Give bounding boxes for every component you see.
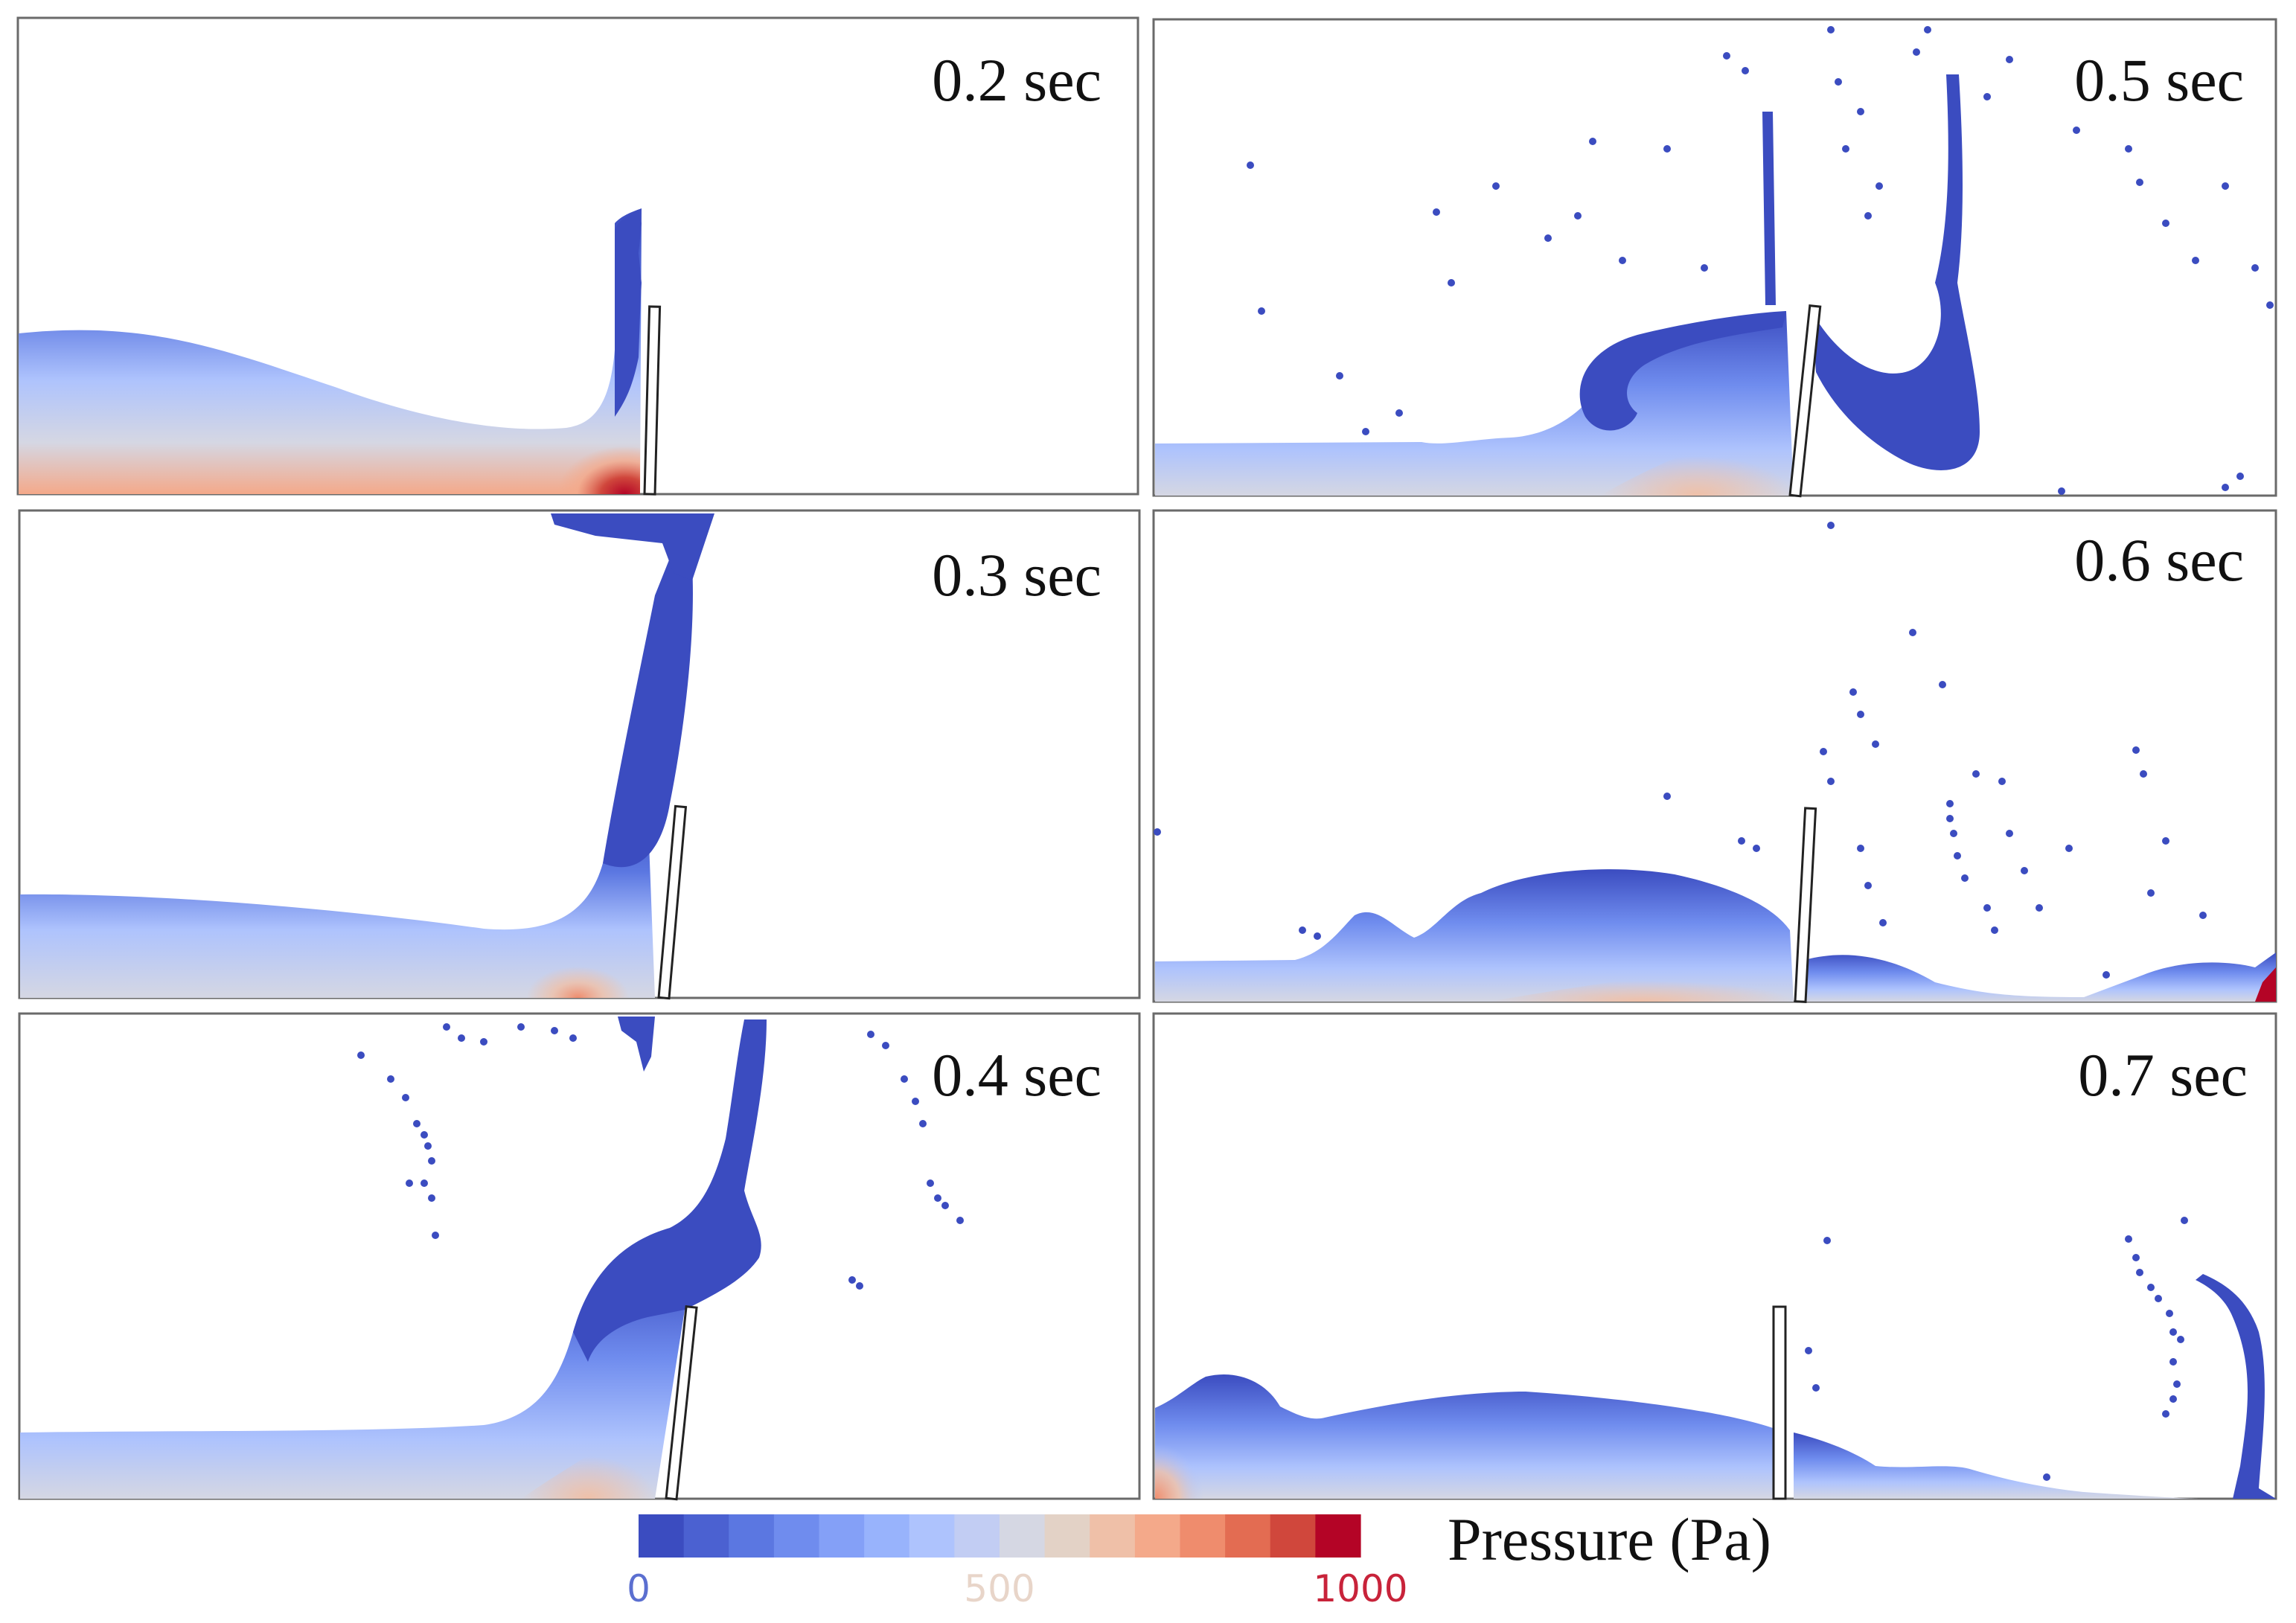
colorbar-swatch [1180,1514,1226,1558]
fluid-region [1155,311,1794,496]
elastic-plate [657,804,688,1000]
pressure-gradient-base [1488,960,1794,1002]
spray-droplets [357,1023,964,1290]
spray-droplets [1805,1217,2188,1481]
pressure-gradient-base [1600,417,1794,496]
jet-root-spray [618,1017,655,1072]
panel-0.2-sec: 0.2 sec [16,16,1139,496]
impact-hotspot [2255,967,2276,1002]
spray-droplets [1247,26,2274,495]
overflow-plume [1812,74,1980,470]
time-label: 0.3 sec [932,541,1101,609]
colorbar-swatch [1044,1514,1090,1558]
colorbar-swatch [1000,1514,1046,1558]
right-wall-runup [2196,1274,2276,1499]
overturning-jet [573,1019,767,1362]
fluid-region [20,1264,685,1499]
colorbar-swatch [729,1514,775,1558]
colorbar-swatch [819,1514,865,1558]
jet-tip-spray [551,513,714,580]
elastic-plate [1794,807,1817,1003]
colorbar-swatch [954,1514,1000,1558]
colorbar-swatch [773,1514,820,1558]
pressure-colorbar: 0 500 1000 Pressure (Pa) [627,1505,1771,1610]
downstream-fluid [1801,953,2276,1002]
colorbar-mid-label: 500 [964,1567,1035,1610]
fluid-region [20,804,655,998]
fluid-region [1155,1374,1775,1499]
colorbar-swatch [1225,1514,1271,1558]
time-label: 0.7 sec [2078,1041,2248,1109]
elastic-plate [1788,304,1822,498]
colorbar-swatch [1134,1514,1181,1558]
pressure-hotspot [484,893,655,998]
vertical-jet-streak [1762,112,1776,305]
elastic-plate [1772,1305,1787,1500]
left-wall-hotspot [1155,1406,1235,1499]
colorbar-swatch [1315,1514,1361,1558]
colorbar-title: Pressure (Pa) [1448,1505,1771,1573]
rising-jet [603,558,693,868]
colorbar-swatch [909,1514,955,1558]
time-label: 0.5 sec [2074,46,2244,114]
time-label: 0.2 sec [932,46,1101,114]
colorbar-swatch [1270,1514,1316,1558]
panel-0.6-sec: 0.6 sec [1152,509,2277,1003]
colorbar-max-label: 1000 [1313,1567,1407,1610]
colorbar-swatch [864,1514,910,1558]
curling-wave-tip [1579,311,1786,431]
colorbar-min-label: 0 [627,1567,650,1610]
fluid-region [1155,869,1794,1002]
time-label: 0.4 sec [932,1041,1101,1109]
colorbar-swatch [683,1514,729,1558]
colorbar-swatch [1090,1514,1136,1558]
pressure-gradient-base [521,1414,655,1499]
colorbar-swatches [639,1514,1361,1558]
spray-droplets [1154,522,2207,979]
colorbar-swatch [639,1514,685,1558]
panel-0.5-sec: 0.5 sec [1152,18,2277,498]
splash-jet [615,210,642,417]
time-label: 0.6 sec [2074,526,2244,594]
fluid-region [19,208,642,494]
elastic-plate [643,305,662,496]
panel-0.3-sec: 0.3 sec [18,509,1141,1000]
downstream-fluid [1794,1432,2203,1499]
panel-0.4-sec: 0.4 sec [18,1012,1141,1501]
high-pressure-zone [447,357,640,494]
elastic-plate [665,1305,698,1501]
panel-0.7-sec: 0.7 sec [1152,1012,2277,1500]
